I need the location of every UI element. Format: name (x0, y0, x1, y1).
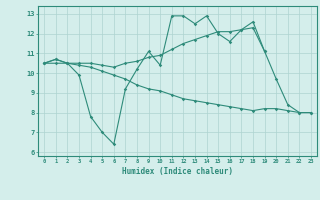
X-axis label: Humidex (Indice chaleur): Humidex (Indice chaleur) (122, 167, 233, 176)
